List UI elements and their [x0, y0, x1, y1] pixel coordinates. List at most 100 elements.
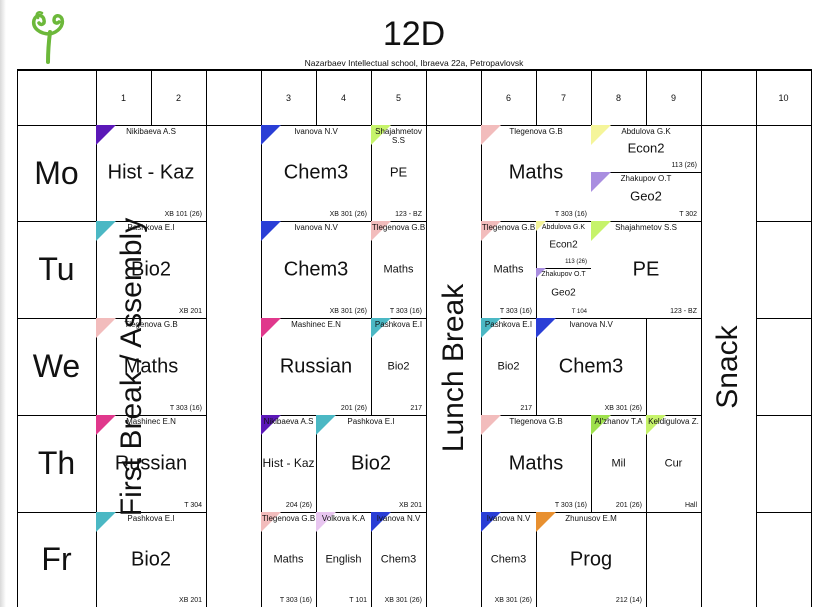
- room-number: XB 301 (26): [384, 597, 422, 604]
- lesson-mo-1[interactable]: Nikibaeva A.S Hist - Kaz XB 101 (26): [96, 125, 206, 221]
- grid-line-day-row: [756, 415, 811, 416]
- lesson-fr-5[interactable]: Ivanova N.V Chem3 XB 301 (26): [371, 512, 426, 607]
- lesson-tu-7-geo[interactable]: Zhakupov O.T Geo2 T 104: [536, 268, 591, 318]
- lesson-fr-4[interactable]: Volkova K.A English T 101: [316, 512, 371, 607]
- subject-name: Geo2: [630, 188, 662, 204]
- subject-color-marker: [96, 221, 116, 241]
- period-header-9: 9: [670, 92, 676, 103]
- lesson-we-3[interactable]: Mashinec E.N Russian 201 (26): [261, 318, 371, 415]
- period-header-8: 8: [615, 92, 621, 103]
- room-number: T 304: [184, 502, 202, 509]
- room-number: 212 (14): [615, 597, 642, 604]
- room-number: T 303 (16): [389, 308, 422, 315]
- lesson-tu-1[interactable]: Pashkova E.I Bio2 XB 201: [96, 221, 206, 318]
- room-number: XB 301 (26): [329, 211, 367, 218]
- subject-name: Maths: [123, 355, 179, 377]
- teacher-name: Al'zhanov T.A: [594, 417, 643, 426]
- subject-color-marker: [646, 415, 666, 435]
- lesson-we-6[interactable]: Pashkova E.I Bio2 217: [481, 318, 536, 415]
- lesson-tu-3[interactable]: Ivanova N.V Chem3 XB 301 (26): [261, 221, 371, 318]
- school-address: Nazarbaev Intellectual school, Ibraeva 2…: [304, 58, 524, 68]
- grid-line-vertical: [756, 69, 757, 607]
- teacher-name: Tlegenova G.B: [261, 514, 316, 523]
- lesson-th-9[interactable]: Keldigulova Z. Cur Hall: [646, 415, 701, 512]
- room-number: XB 101 (26): [164, 211, 202, 218]
- grid-line-cell: [591, 172, 701, 173]
- lesson-we-5[interactable]: Pashkova E.I Bio2 217: [371, 318, 426, 415]
- subject-name: Bio2: [497, 360, 520, 373]
- day-label-monday: Mo: [34, 154, 79, 191]
- grid-line-day-row: [756, 318, 811, 319]
- grid-line-cell: [646, 512, 647, 607]
- teacher-name: Zhunusov E.M: [565, 514, 617, 523]
- lesson-tu-6[interactable]: Tlegenova G.B Maths T 303 (16): [481, 221, 536, 318]
- day-label-thursday: Th: [37, 445, 76, 481]
- teacher-name: Tlegenova G.B: [124, 320, 178, 329]
- grid-line-day-row: [481, 512, 701, 513]
- subject-name: Hist - Kaz: [262, 455, 315, 470]
- teacher-name: Mashinec E.N: [291, 320, 341, 329]
- lesson-mo-8-econ[interactable]: Abdulova G.K Econ2 113 (26): [591, 125, 701, 172]
- teacher-name: Ivanova N.V: [569, 320, 613, 329]
- lesson-tu-7-econ[interactable]: Abdulova G.K Econ2 113 (26): [536, 221, 591, 268]
- period-header-2: 2: [175, 92, 181, 103]
- grid-line-header-divider: [151, 69, 152, 125]
- subject-color-marker: [96, 125, 116, 145]
- lesson-tu-8[interactable]: Shajahmetov S.S PE 123 - BZ: [591, 221, 701, 318]
- subject-color-marker: [536, 221, 546, 231]
- lesson-th-8[interactable]: Al'zhanov T.A Mil 201 (26): [591, 415, 646, 512]
- subject-name: Bio2: [130, 548, 172, 570]
- lesson-we-1[interactable]: Tlegenova G.B Maths T 303 (16): [96, 318, 206, 415]
- room-number: 201 (26): [340, 405, 367, 412]
- subject-color-marker: [261, 415, 281, 435]
- subject-color-marker: [591, 172, 611, 192]
- subject-name: Maths: [383, 263, 414, 276]
- teacher-name: Mashinec E.N: [126, 417, 176, 426]
- grid-line-day-row: [481, 318, 701, 319]
- grid-line-vertical: [261, 69, 262, 607]
- room-number: T 303 (16): [554, 502, 587, 509]
- lesson-tu-5[interactable]: Tlegenova G.B Maths T 303 (16): [371, 221, 426, 318]
- lesson-mo-3[interactable]: Ivanova N.V Chem3 XB 301 (26): [261, 125, 371, 221]
- subject-name: Bio2: [350, 452, 392, 474]
- grid-line-top: [17, 69, 811, 71]
- subject-color-marker: [371, 221, 391, 241]
- subject-name: Bio2: [387, 360, 410, 373]
- grid-line-day-row: [756, 512, 811, 513]
- grid-line-vertical: [17, 69, 18, 607]
- grid-line-header: [17, 125, 811, 126]
- lesson-fr-7[interactable]: Zhunusov E.M Prog 212 (14): [536, 512, 646, 607]
- lesson-fr-6[interactable]: Ivanova N.V Chem3 XB 301 (26): [481, 512, 536, 607]
- room-number: XB 301 (26): [329, 308, 367, 315]
- teacher-name: Zhakupov O.T: [541, 271, 586, 278]
- subject-name: Chem3: [283, 258, 349, 280]
- period-header-10: 10: [778, 92, 789, 103]
- lesson-mo-6[interactable]: Tlegenova G.B Maths T 303 (16): [481, 125, 591, 221]
- lesson-th-3[interactable]: Nikibaeva A.S Hist - Kaz 204 (26): [261, 415, 316, 512]
- lesson-fr-1[interactable]: Pashkova E.I Bio2 XB 201: [96, 512, 206, 607]
- room-number: 217: [410, 405, 422, 412]
- lesson-we-7[interactable]: Ivanova N.V Chem3 XB 301 (26): [536, 318, 646, 415]
- subject-name: Chem3: [283, 161, 349, 184]
- lesson-th-4[interactable]: Pashkova E.I Bio2 XB 201: [316, 415, 426, 512]
- lesson-th-1[interactable]: Mashinec E.N Russian T 304: [96, 415, 206, 512]
- page-edge-shadow: [0, 0, 6, 607]
- lesson-mo-8-geo[interactable]: Zhakupov O.T Geo2 T 302: [591, 172, 701, 221]
- lesson-th-6[interactable]: Tlegenova G.B Maths T 303 (16): [481, 415, 591, 512]
- period-header-7: 7: [560, 92, 566, 103]
- subject-color-marker: [536, 268, 546, 278]
- grid-line-cell: [646, 415, 647, 512]
- grid-line-vertical: [426, 69, 427, 607]
- lesson-mo-5[interactable]: Shajahmetov S.S PE 123 - BZ: [371, 125, 426, 221]
- room-number: 123 - BZ: [395, 211, 422, 218]
- teacher-name: Ivanova N.V: [294, 127, 338, 136]
- grid-line-day-row: [261, 512, 426, 513]
- subject-name: PE: [632, 258, 660, 280]
- grid-line-cell: [371, 318, 372, 415]
- subject-name: Maths: [508, 161, 564, 184]
- lesson-fr-3[interactable]: Tlegenova G.B Maths T 303 (16): [261, 512, 316, 607]
- subject-name: Bio2: [130, 258, 172, 280]
- room-number: XB 201: [179, 308, 202, 315]
- room-number: XB 201: [399, 502, 422, 509]
- subject-name: Mil: [611, 457, 626, 470]
